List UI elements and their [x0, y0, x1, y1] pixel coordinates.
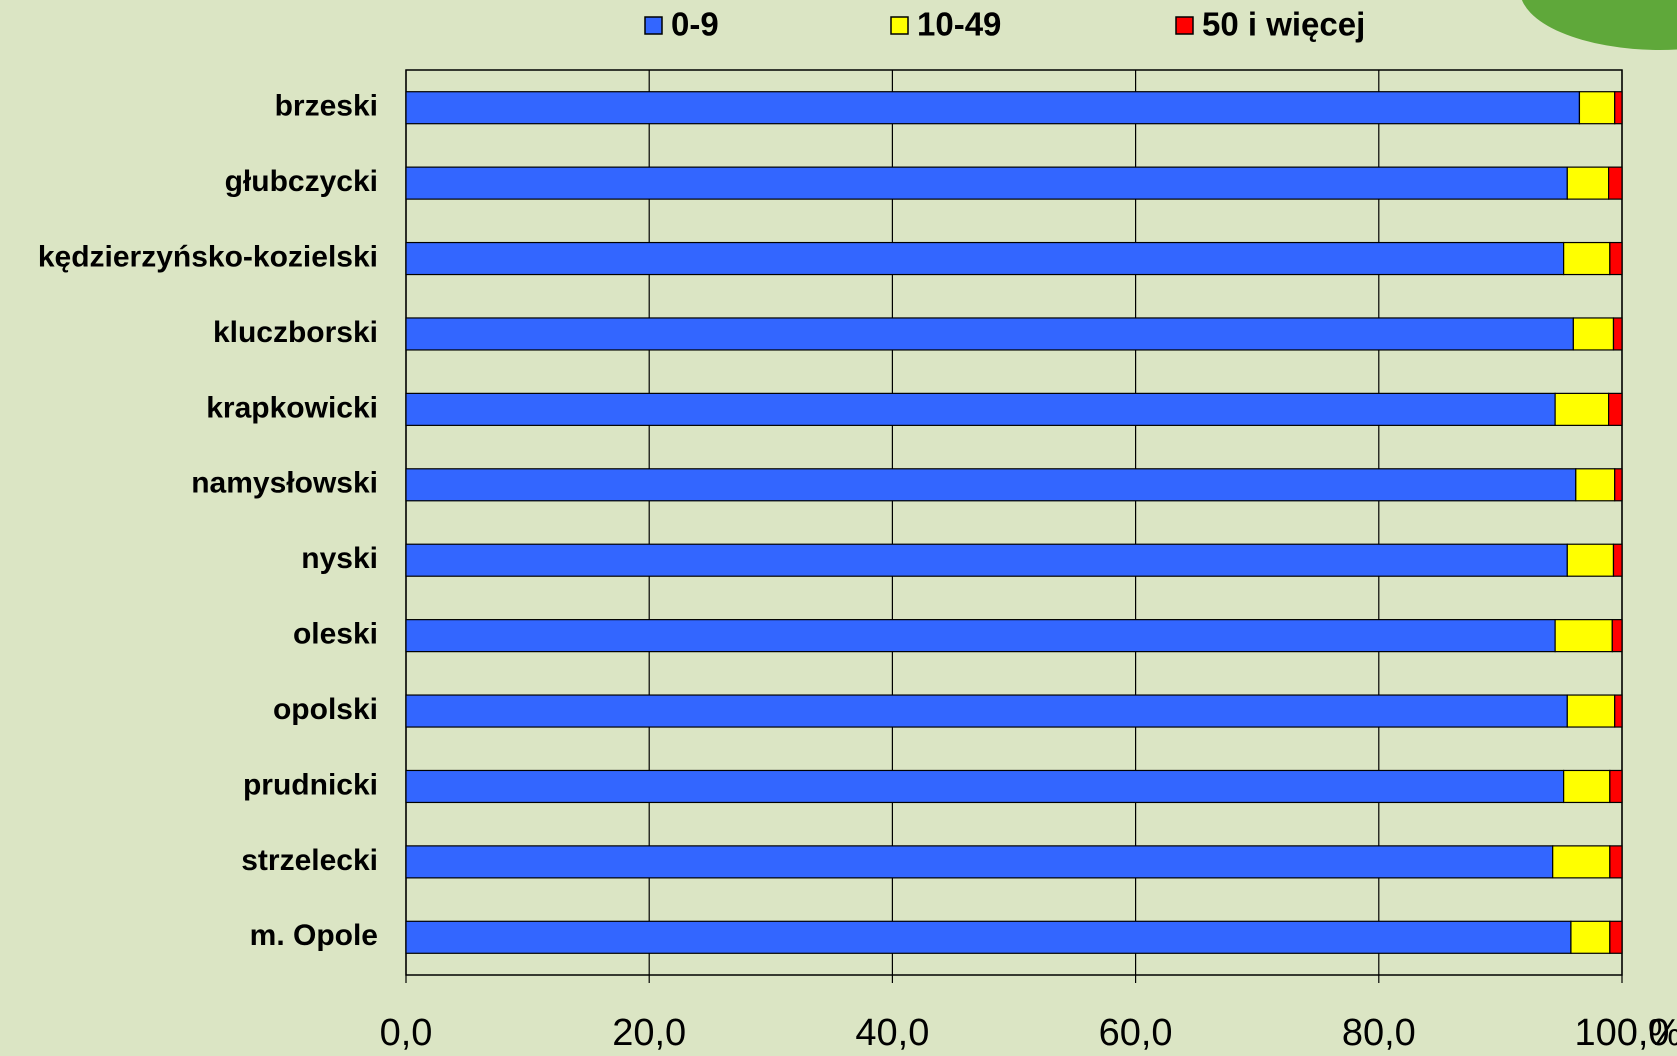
x-tick-label: 0,0 — [380, 1012, 433, 1054]
bar-segment — [1609, 920, 1623, 954]
category-label: kędzierzyńsko-kozielski — [38, 240, 378, 273]
bar-segment — [1608, 392, 1623, 426]
legend-label: 0-9 — [671, 6, 719, 43]
plot-area — [405, 69, 1623, 976]
bar-segment — [1578, 91, 1616, 125]
bar-segment — [1609, 769, 1623, 804]
category-label: głubczycki — [225, 165, 378, 198]
bar-segment — [1552, 845, 1611, 879]
bar-segment — [405, 920, 1572, 954]
category-label: brzeski — [275, 90, 378, 123]
legend-swatch — [1175, 16, 1194, 35]
bar-segment — [1609, 845, 1623, 879]
category-label: prudnicki — [243, 768, 378, 801]
category-label: m. Opole — [250, 919, 378, 952]
bar-segment — [1609, 241, 1623, 276]
bar-segment — [1566, 694, 1616, 728]
bar-segment — [1614, 468, 1623, 502]
category-label: opolski — [273, 693, 378, 726]
bar-segment — [405, 317, 1574, 351]
category-label: nyski — [301, 542, 378, 575]
bar-segment — [1570, 920, 1611, 954]
bar-segment — [405, 241, 1565, 276]
legend-swatch — [644, 16, 663, 35]
bar-segment — [1575, 468, 1616, 502]
bar-segment — [405, 392, 1556, 426]
bar-segment — [405, 694, 1568, 728]
x-tick-label: 20,0 — [612, 1012, 686, 1054]
legend-label: 50 i więcej — [1202, 6, 1365, 43]
bar-segment — [1566, 543, 1615, 577]
bar-segment — [1608, 166, 1623, 200]
x-tick-label: 80,0 — [1342, 1012, 1416, 1054]
bar-segment — [405, 769, 1565, 804]
bar-segment — [1572, 317, 1615, 351]
bar-segment — [1611, 619, 1623, 653]
bar-segment — [405, 166, 1568, 200]
category-label: kluczborski — [213, 316, 378, 349]
category-label: strzelecki — [241, 844, 378, 877]
bar-segment — [405, 91, 1581, 125]
bar-segment — [1566, 166, 1610, 200]
bar-segment — [405, 619, 1556, 653]
bar-segment — [405, 543, 1568, 577]
category-label: oleski — [293, 618, 378, 651]
x-tick-label: 100,0 — [1574, 1012, 1669, 1054]
category-label: namysłowski — [191, 467, 378, 500]
bar-segment — [1614, 694, 1623, 728]
decoration — [1521, 0, 1677, 50]
category-label: krapkowicki — [206, 391, 378, 424]
bar-segment — [405, 845, 1554, 879]
x-tick-label: 60,0 — [1099, 1012, 1173, 1054]
bar-segment — [1612, 543, 1623, 577]
bar-segment — [1563, 769, 1611, 804]
bar-segment — [405, 468, 1577, 502]
bar-segment — [1554, 619, 1613, 653]
legend-swatch — [890, 16, 909, 35]
bar-segment — [1563, 241, 1611, 276]
bar-segment — [1614, 91, 1623, 125]
bar-segment — [1612, 317, 1623, 351]
x-tick-label: 40,0 — [855, 1012, 929, 1054]
legend-label: 10-49 — [917, 6, 1001, 43]
bar-segment — [1554, 392, 1610, 426]
x-axis-label: % — [1648, 1012, 1677, 1054]
